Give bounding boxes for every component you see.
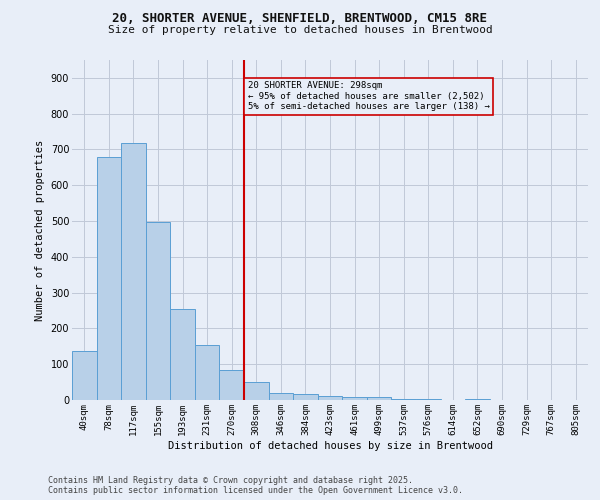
Bar: [195, 344, 220, 400]
Bar: [244, 382, 269, 400]
Bar: [269, 393, 293, 400]
Bar: [72, 350, 97, 400]
X-axis label: Distribution of detached houses by size in Brentwood: Distribution of detached houses by size …: [167, 440, 493, 450]
Bar: [97, 158, 121, 400]
Bar: [342, 397, 367, 400]
Text: 20, SHORTER AVENUE, SHENFIELD, BRENTWOOD, CM15 8RE: 20, SHORTER AVENUE, SHENFIELD, BRENTWOOD…: [113, 12, 487, 26]
Text: Contains public sector information licensed under the Open Government Licence v3: Contains public sector information licen…: [48, 486, 463, 495]
Bar: [367, 398, 391, 400]
Bar: [293, 394, 318, 400]
Bar: [146, 222, 170, 400]
Text: Size of property relative to detached houses in Brentwood: Size of property relative to detached ho…: [107, 25, 493, 35]
Bar: [416, 399, 440, 400]
Bar: [318, 396, 342, 400]
Bar: [121, 143, 146, 400]
Bar: [391, 398, 416, 400]
Bar: [170, 308, 195, 400]
Text: Contains HM Land Registry data © Crown copyright and database right 2025.: Contains HM Land Registry data © Crown c…: [48, 476, 413, 485]
Text: 20 SHORTER AVENUE: 298sqm
← 95% of detached houses are smaller (2,502)
5% of sem: 20 SHORTER AVENUE: 298sqm ← 95% of detac…: [248, 82, 490, 112]
Bar: [220, 370, 244, 400]
Y-axis label: Number of detached properties: Number of detached properties: [35, 140, 45, 320]
